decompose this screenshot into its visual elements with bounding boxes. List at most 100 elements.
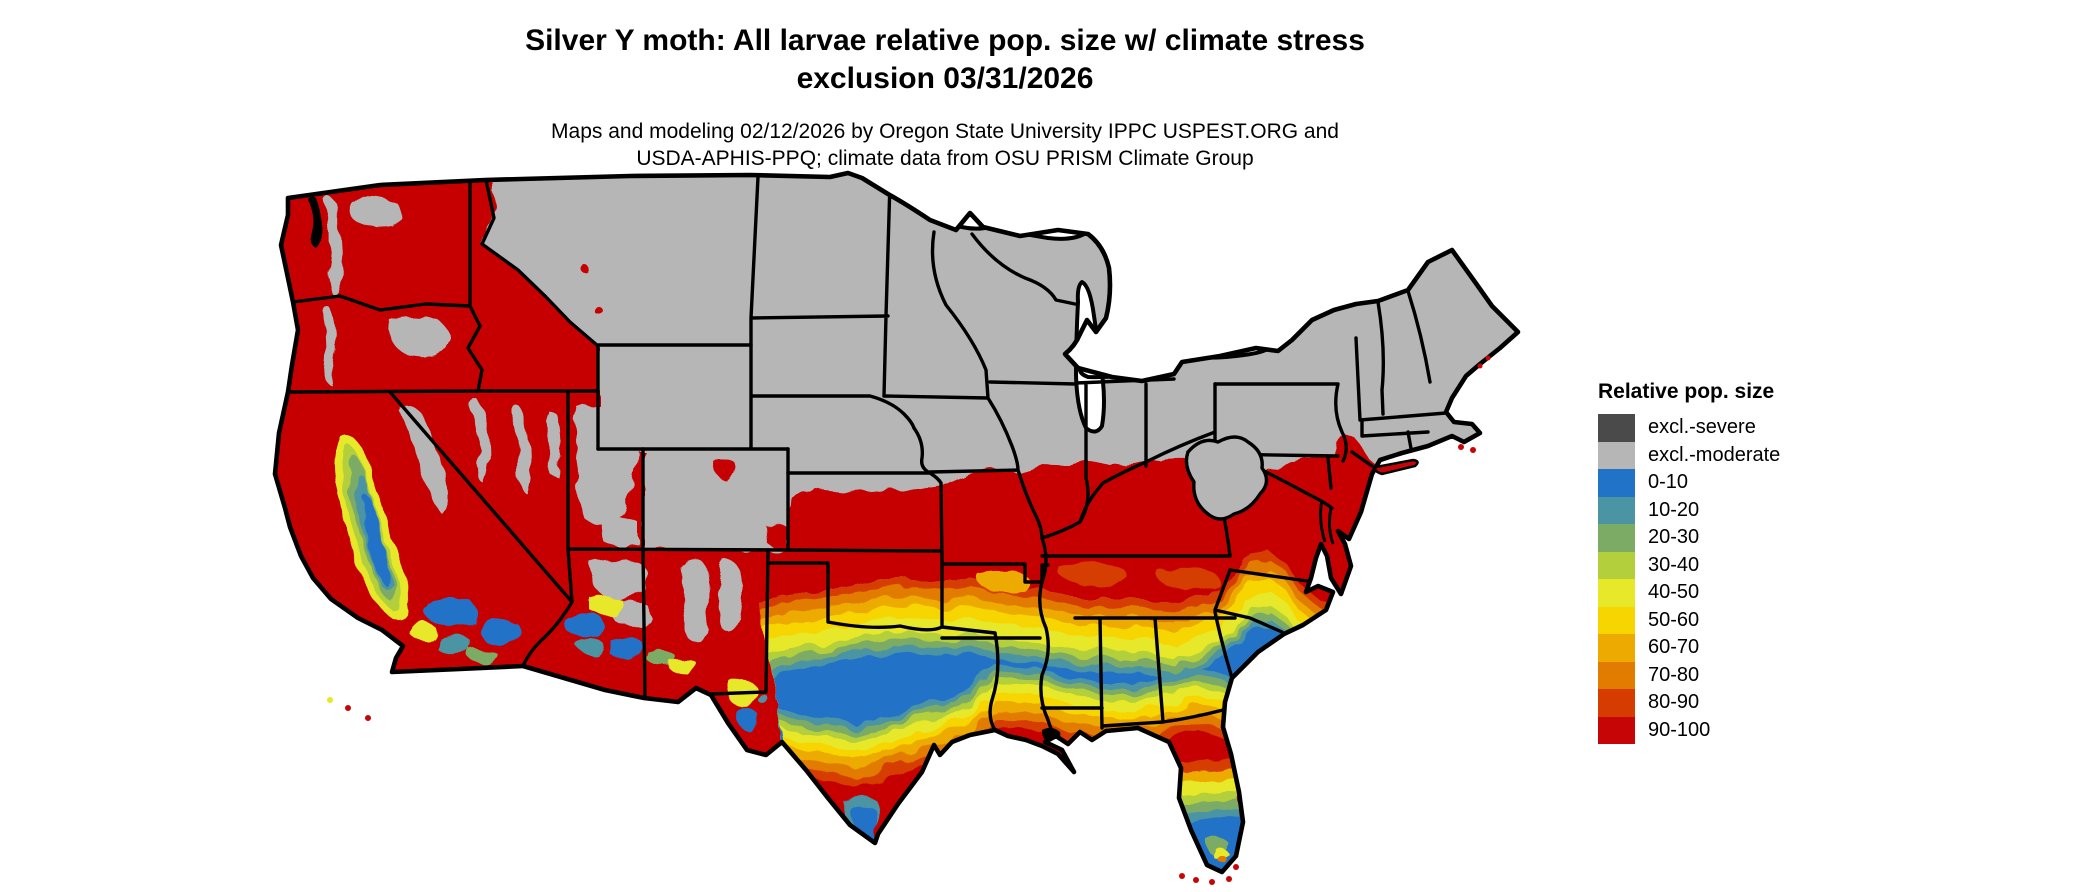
- state-borders-west: [286, 178, 790, 700]
- legend-label-50-60: 50-60: [1648, 608, 1700, 631]
- legend-row-90-100: 90-100: [1598, 716, 1878, 744]
- nm-yellow: [668, 658, 697, 674]
- puget-sound: [308, 196, 323, 248]
- legend-swatch-10-20: [1598, 496, 1635, 524]
- mojave-blue-2: [479, 619, 522, 645]
- region-gray-nevada-range-1: [470, 399, 490, 484]
- region-gray-okanogan: [347, 197, 401, 228]
- central-valley-blue: [363, 496, 389, 586]
- miami-red-dot: [1233, 864, 1239, 870]
- legend-label-70-80: 70-80: [1648, 663, 1700, 686]
- region-gray-nm-range-2: [718, 561, 743, 633]
- legend-row-70-80: 70-80: [1598, 661, 1878, 689]
- channel-island-red-2: [365, 715, 371, 721]
- legend-swatch-20-30: [1598, 524, 1635, 552]
- region-gray-az-plateau: [589, 558, 651, 598]
- legend-label-30-40: 30-40: [1648, 553, 1700, 576]
- lake-huron: [1111, 237, 1229, 316]
- legend-swatch-60-70: [1598, 634, 1635, 662]
- region-gray-utah: [575, 403, 637, 526]
- region-gray-or-cascades: [322, 305, 337, 384]
- legend-swatch-80-90: [1598, 689, 1635, 717]
- florida-keys-red-2: [1193, 877, 1199, 883]
- state-borders-central: [596, 175, 1050, 732]
- florida-keys-red-1: [1179, 873, 1185, 879]
- florida-blue-south: [1138, 815, 1248, 872]
- legend-row-excl-moderate: excl.-moderate: [1598, 441, 1878, 469]
- legend-row-0-10: 0-10: [1598, 469, 1878, 497]
- florida-keys-red-3: [1209, 879, 1215, 885]
- region-gray-utah-south: [602, 515, 638, 546]
- chart-title: Silver Y moth: All larvae relative pop. …: [0, 22, 1890, 98]
- title-line-1: Silver Y moth: All larvae relative pop. …: [525, 24, 1365, 57]
- legend-row-40-50: 40-50: [1598, 579, 1878, 607]
- florida-keys-red-4: [1226, 876, 1232, 882]
- legend-label-80-90: 80-90: [1648, 691, 1700, 713]
- cape-cod-red-2: [1470, 447, 1476, 453]
- cape-cod-red-1: [1458, 444, 1464, 450]
- state-borders: [286, 175, 1448, 750]
- maine-coast-red-1: [1477, 363, 1483, 369]
- state-borders-south: [1040, 450, 1330, 730]
- bigbend-teal: [757, 693, 767, 703]
- legend-label-90-100: 90-100: [1648, 718, 1711, 741]
- midband-mottle-1: [1057, 562, 1128, 588]
- legend-label-20-30: 20-30: [1648, 526, 1700, 548]
- channel-island-yellow: [327, 697, 333, 703]
- region-red-speck-montana-1: [578, 262, 586, 270]
- us-map: [230, 170, 1560, 892]
- region-gray-sierra: [400, 405, 448, 514]
- legend-swatch-50-60: [1598, 606, 1635, 634]
- region-gray-nevada-range-2: [510, 404, 530, 492]
- arizona-blue-1: [563, 613, 605, 638]
- legend-row-30-40: 30-40: [1598, 551, 1878, 579]
- legend-label-excl-moderate: excl.-moderate: [1648, 443, 1781, 466]
- legend-label-0-10: 0-10: [1648, 471, 1689, 493]
- subtitle-line-2: USDA-APHIS-PPQ; climate data from OSU PR…: [636, 147, 1254, 170]
- channel-island-red-1: [345, 705, 351, 711]
- region-red-speck-secolorado: [765, 523, 788, 549]
- title-line-2: exclusion 03/31/2026: [796, 62, 1094, 95]
- maine-coast-red-2: [1485, 355, 1491, 361]
- legend-swatch-30-40: [1598, 551, 1635, 579]
- nm-green: [646, 650, 675, 666]
- legend-row-20-30: 20-30: [1598, 524, 1878, 552]
- bigbend-blue: [735, 707, 759, 732]
- legend-row-50-60: 50-60: [1598, 606, 1878, 634]
- legend-swatch-90-100: [1598, 716, 1635, 744]
- legend-swatch-excl-moderate: [1598, 441, 1635, 469]
- mojave-yellow: [410, 623, 437, 642]
- arizona-yellow: [590, 595, 624, 617]
- midband-mottle-3: [976, 571, 1030, 593]
- conus-outline: [272, 170, 1521, 875]
- legend-row-10-20: 10-20: [1598, 496, 1878, 524]
- arizona-teal: [578, 638, 605, 656]
- mojave-teal: [438, 635, 472, 657]
- legend: Relative pop. size excl.-severe excl.-mo…: [1598, 380, 1878, 744]
- legend-row-80-90: 80-90: [1598, 689, 1878, 717]
- legend-swatch-0-10: [1598, 469, 1635, 497]
- legend-label-10-20: 10-20: [1648, 498, 1700, 521]
- florida-tip-orange: [1219, 856, 1227, 864]
- arizona-blue-2: [610, 637, 644, 660]
- map-fill-layer: [275, 173, 1518, 872]
- chart-subtitle: Maps and modeling 02/12/2026 by Oregon S…: [0, 118, 1890, 172]
- chesapeake-bay-lines: [1319, 499, 1335, 545]
- region-gray-wa-cascades: [324, 196, 343, 296]
- legend-row-60-70: 60-70: [1598, 634, 1878, 662]
- mojave-blue-1: [424, 598, 478, 625]
- midband-mottle-2: [1156, 567, 1219, 591]
- state-west-virginia-gray: [1184, 435, 1269, 521]
- us-map-svg: [272, 170, 1521, 885]
- legend-swatch-70-80: [1598, 661, 1635, 689]
- state-borders-northeast: [1213, 289, 1448, 510]
- legend-swatch-excl-severe: [1598, 414, 1635, 442]
- subtitle-line-1: Maps and modeling 02/12/2026 by Oregon S…: [551, 120, 1339, 143]
- legend-label-60-70: 60-70: [1648, 636, 1700, 658]
- long-island-red: [1374, 458, 1419, 476]
- offshore-islands: [327, 355, 1491, 885]
- region-red-speck-colorado: [714, 458, 736, 482]
- region-gray-blue-mountains: [388, 316, 449, 356]
- region-gray-nevada-range-3: [545, 409, 561, 478]
- region-gray-nm-range-1: [681, 556, 710, 642]
